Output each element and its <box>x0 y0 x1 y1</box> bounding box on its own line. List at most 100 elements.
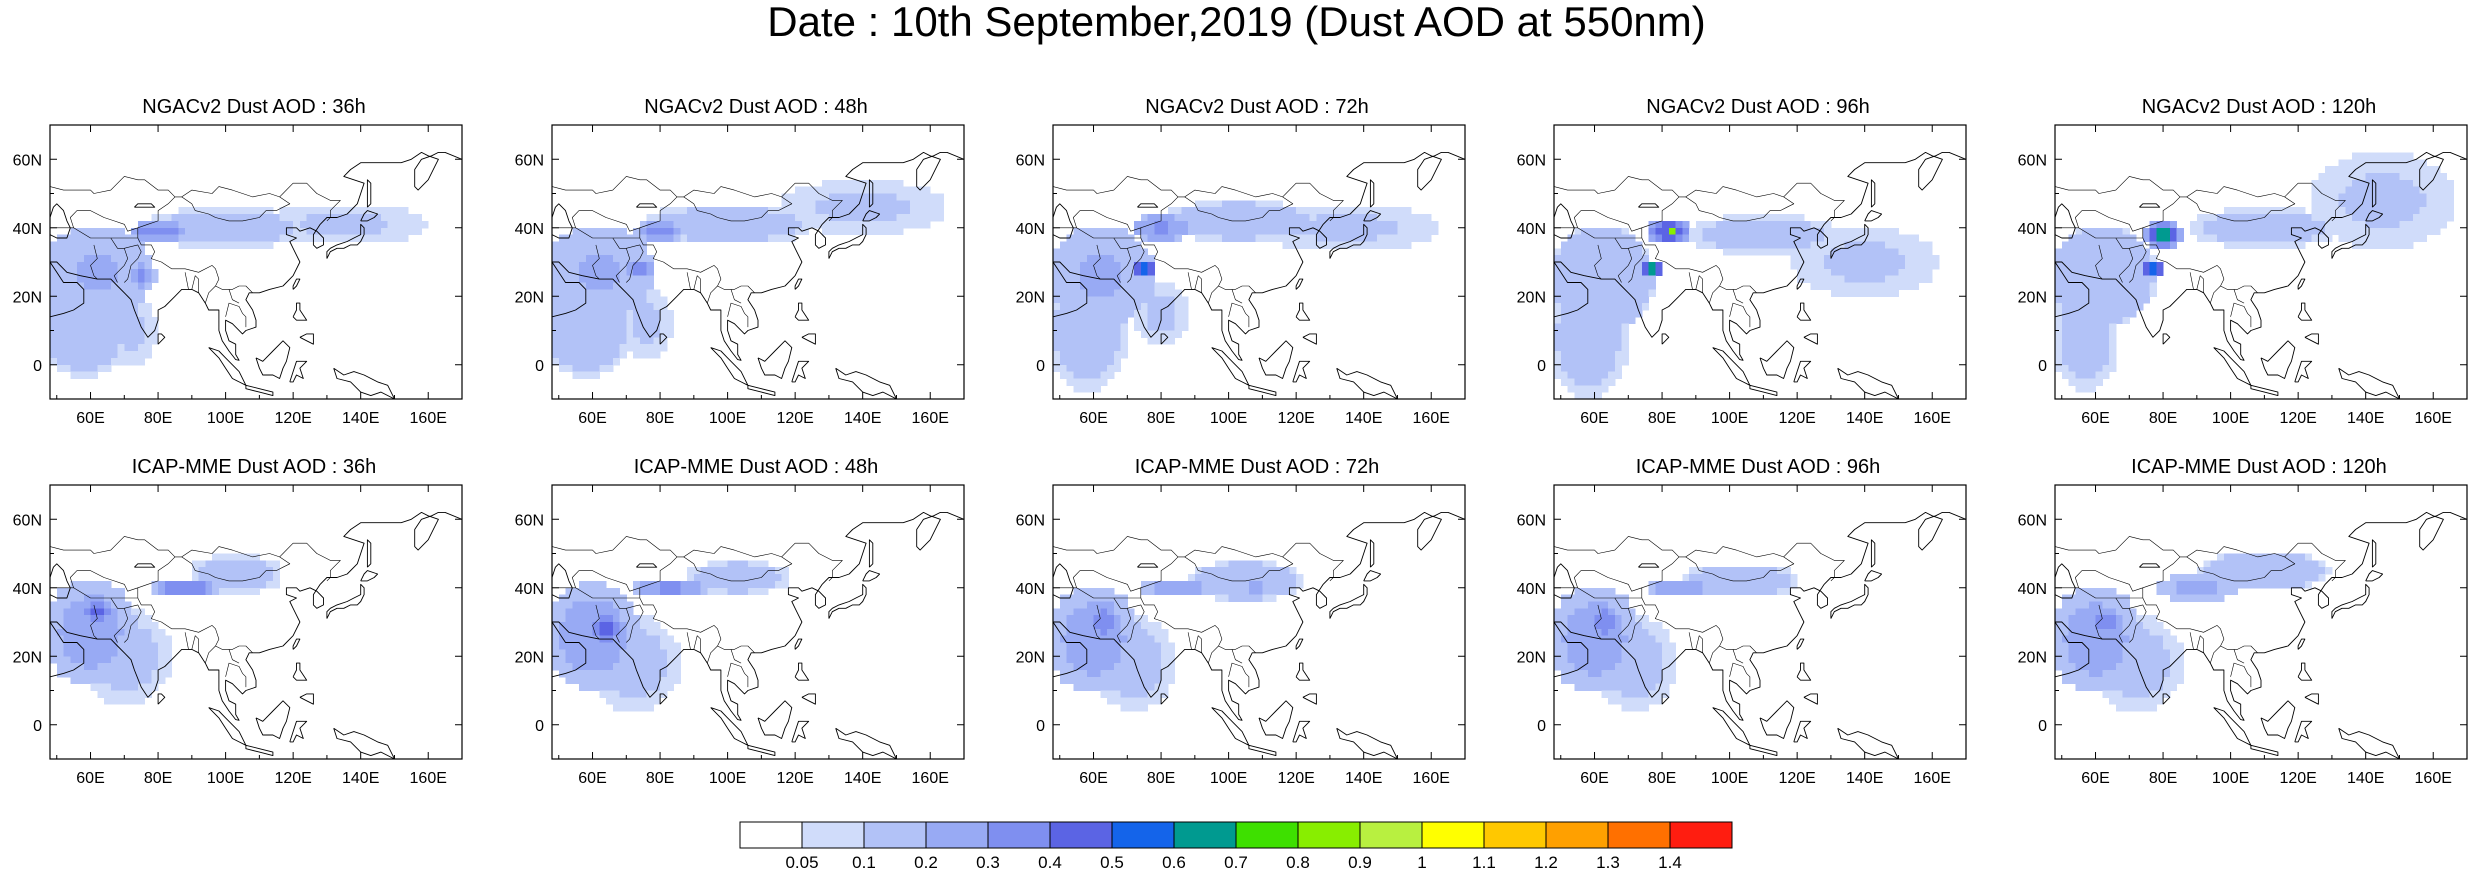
lon-tick-label: 60E <box>1079 410 1107 427</box>
lon-tick-label: 80E <box>1147 410 1175 427</box>
lon-tick-label: 80E <box>1147 770 1175 787</box>
lon-tick-label: 120E <box>2279 410 2316 427</box>
coastlines <box>50 151 462 399</box>
lon-tick-label: 80E <box>646 770 674 787</box>
dust-aod-map: 60E 80E 100E 120E 140E 160E 60N 40N 20N 0 <box>1517 484 1967 787</box>
lon-tick-label: 160E <box>410 770 447 787</box>
lat-tick-label: 20N <box>1016 649 1045 666</box>
colorbar-label: 0.1 <box>852 853 876 872</box>
map-panel: NGACv2 Dust AOD : 48h 60E 80E 100E 120E 140E 1… <box>502 95 1002 451</box>
colorbar-swatch <box>1235 821 1299 849</box>
country-borders <box>1053 536 1344 688</box>
lat-tick-label: 0 <box>535 718 544 735</box>
coastlines <box>2055 511 2467 759</box>
lat-tick-label: 0 <box>1537 358 1546 375</box>
colorbar-label: 0.8 <box>1286 853 1310 872</box>
lon-tick-label: 140E <box>1846 770 1883 787</box>
dust-aod-map: 60E 80E 100E 120E 140E 160E 60N 40N 20N 0 <box>515 484 965 787</box>
lat-tick-label: 40N <box>1016 581 1045 598</box>
colorbar-swatch <box>1173 821 1237 849</box>
lon-tick-label: 80E <box>1648 770 1676 787</box>
lon-tick-label: 100E <box>709 410 746 427</box>
lon-tick-label: 60E <box>76 410 104 427</box>
page-title: Date : 10th September,2019 (Dust AOD at … <box>767 0 1706 45</box>
colorbar-swatch <box>1607 821 1671 849</box>
lat-tick-label: 40N <box>2018 221 2047 238</box>
country-borders <box>2055 536 2346 688</box>
lon-tick-label: 140E <box>342 410 379 427</box>
country-borders <box>1554 176 1845 328</box>
lat-tick-label: 20N <box>2018 289 2047 306</box>
country-borders <box>1554 536 1845 688</box>
lat-tick-label: 20N <box>2018 649 2047 666</box>
lon-tick-label: 140E <box>2347 410 2384 427</box>
lat-tick-label: 60N <box>1016 512 1045 529</box>
lat-tick-label: 40N <box>1517 581 1546 598</box>
lat-tick-label: 40N <box>515 581 544 598</box>
lat-tick-label: 0 <box>33 358 42 375</box>
lon-tick-label: 140E <box>844 410 881 427</box>
lon-tick-label: 120E <box>776 410 813 427</box>
lon-tick-label: 160E <box>1914 770 1951 787</box>
lon-tick-label: 60E <box>1580 770 1608 787</box>
lon-tick-label: 60E <box>2081 770 2109 787</box>
lon-tick-label: 140E <box>844 770 881 787</box>
colorbar-swatch <box>863 821 927 849</box>
lat-tick-label: 20N <box>515 649 544 666</box>
map-panel: NGACv2 Dust AOD : 96h 60E 80E 100E 120E 140E 1… <box>1504 95 2004 451</box>
colorbar-legend: 0.05 0.1 0.2 0.3 0.4 0.5 0.6 0.7 0.8 0.9 1 1.1 1.2 1.… <box>739 821 1733 874</box>
lat-tick-label: 0 <box>2038 718 2047 735</box>
lat-tick-label: 60N <box>515 152 544 169</box>
lon-tick-label: 60E <box>578 410 606 427</box>
lat-tick-label: 40N <box>1517 221 1546 238</box>
lon-tick-label: 140E <box>1846 410 1883 427</box>
colorbar-label: 0.7 <box>1224 853 1248 872</box>
lon-tick-label: 140E <box>1345 410 1382 427</box>
lat-tick-label: 40N <box>13 581 42 598</box>
colorbar-swatch <box>1421 821 1485 849</box>
map-panel: ICAP-MME Dust AOD : 120h 60E 80E 100E 120E 14… <box>2005 455 2473 811</box>
dust-aod-field <box>1053 560 1304 712</box>
dust-aod-map: 60E 80E 100E 120E 140E 160E 60N 40N 20N 0 <box>13 484 463 787</box>
colorbar-swatch <box>1049 821 1113 849</box>
panel-title: ICAP-MME Dust AOD : 72h <box>1134 456 1380 478</box>
colorbar-label: 1.2 <box>1534 853 1558 872</box>
lon-tick-label: 160E <box>912 770 949 787</box>
lon-tick-label: 80E <box>144 770 172 787</box>
map-panel: ICAP-MME Dust AOD : 72h 60E 80E 100E 120E 140… <box>1003 455 1503 811</box>
panel-title: ICAP-MME Dust AOD : 96h <box>1635 456 1881 478</box>
lat-tick-label: 60N <box>13 152 42 169</box>
lat-tick-label: 0 <box>535 358 544 375</box>
colorbar-label: 0.05 <box>785 853 818 872</box>
dust-aod-field <box>2055 553 2333 712</box>
lon-tick-label: 100E <box>709 770 746 787</box>
lat-tick-label: 60N <box>1517 152 1546 169</box>
map-panel: NGACv2 Dust AOD : 120h 60E 80E 100E 120E 140E… <box>2005 95 2473 451</box>
map-panel: ICAP-MME Dust AOD : 48h 60E 80E 100E 120E 140… <box>502 455 1002 811</box>
country-borders <box>50 176 341 328</box>
lat-tick-label: 40N <box>515 221 544 238</box>
lon-tick-label: 60E <box>76 770 104 787</box>
panel-title: NGACv2 Dust AOD : 72h <box>1145 96 1369 118</box>
lat-tick-label: 60N <box>2018 152 2047 169</box>
lon-tick-label: 60E <box>1580 410 1608 427</box>
lon-tick-label: 80E <box>646 410 674 427</box>
lon-tick-label: 100E <box>1210 410 1247 427</box>
colorbar-swatch <box>1359 821 1423 849</box>
coastlines <box>552 511 964 759</box>
colorbar-swatch <box>1545 821 1609 849</box>
dust-aod-map: 60E 80E 100E 120E 140E 160E 60N 40N 20N 0 <box>2018 484 2468 787</box>
colorbar-label: 0.6 <box>1162 853 1186 872</box>
coastlines <box>2055 151 2467 399</box>
dust-aod-field <box>50 207 429 379</box>
colorbar-label: 0.2 <box>914 853 938 872</box>
lat-tick-label: 20N <box>1016 289 1045 306</box>
lon-tick-label: 100E <box>1711 410 1748 427</box>
lon-tick-label: 160E <box>912 410 949 427</box>
dust-aod-map: 60E 80E 100E 120E 140E 160E 60N 40N 20N 0 <box>1016 124 1466 427</box>
panel-title: NGACv2 Dust AOD : 48h <box>644 96 868 118</box>
panel-title: NGACv2 Dust AOD : 36h <box>142 96 366 118</box>
lat-tick-label: 20N <box>515 289 544 306</box>
lon-tick-label: 120E <box>274 770 311 787</box>
lon-tick-label: 80E <box>2149 410 2177 427</box>
